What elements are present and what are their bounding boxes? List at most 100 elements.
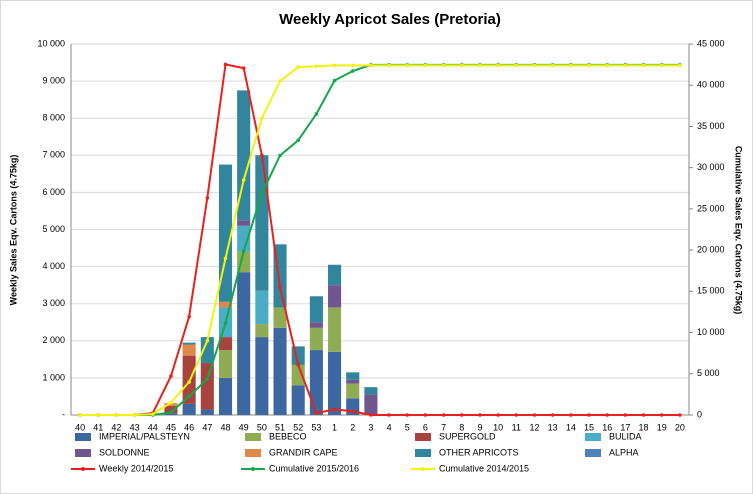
line-marker (423, 63, 428, 68)
bar-segment (364, 387, 378, 395)
y2-tick-label: 0 (697, 409, 702, 419)
y2-tick-label: 10 000 (697, 327, 725, 337)
line-marker (205, 339, 210, 343)
line-marker (496, 413, 500, 417)
legend-swatch (75, 449, 91, 457)
y-axis-title: Weekly Sales Eqv. Cartons (4.75kg) (8, 155, 18, 306)
line-marker (278, 153, 282, 158)
bar-segment (328, 307, 342, 352)
bar-segment (182, 342, 196, 345)
line-marker (623, 63, 628, 68)
y-tick-label: 4 000 (42, 261, 65, 271)
x-tick-label: 14 (566, 422, 576, 432)
bar-segment (200, 409, 214, 415)
legend-label: SUPERGOLD (439, 431, 496, 441)
y2-tick-label: 20 000 (697, 244, 725, 254)
x-tick-label: 7 (441, 422, 446, 432)
bar-segment (164, 405, 178, 414)
y2-tick-label: 15 000 (697, 286, 725, 296)
bar-segment (328, 285, 342, 308)
bar-segment (291, 364, 305, 386)
bar-segment (291, 385, 305, 415)
line-marker (478, 63, 482, 68)
line-marker (387, 413, 391, 417)
x-tick-label: 3 (368, 422, 373, 432)
line-marker (496, 63, 500, 68)
bar-segment (237, 225, 251, 252)
y2-tick-label: 45 000 (697, 38, 725, 48)
line-marker (332, 407, 337, 412)
legend-swatch (75, 433, 91, 441)
line-marker (532, 63, 537, 68)
legend-label: BEBECO (269, 431, 307, 441)
line-marker (641, 413, 646, 417)
line-marker (569, 413, 573, 417)
y-tick-label: 2 000 (42, 335, 65, 345)
line-marker (350, 69, 355, 73)
line-marker (659, 413, 664, 417)
x-tick-label: 19 (657, 422, 667, 432)
line-marker (405, 63, 410, 68)
line-marker (241, 178, 246, 182)
line (80, 63, 680, 416)
line-marker (169, 400, 173, 405)
line (80, 64, 680, 416)
line-marker (96, 413, 101, 417)
line-marker (296, 363, 301, 367)
line-marker (260, 153, 264, 158)
x-tick-label: 16 (602, 422, 612, 432)
bar-segment (255, 324, 269, 338)
line-marker (550, 413, 555, 417)
line-marker (260, 191, 264, 196)
legend-label: Cumulative 2014/2015 (439, 463, 529, 473)
y-tick-label: 8 000 (42, 113, 65, 123)
line-marker (587, 63, 591, 68)
x-tick-label: 12 (529, 422, 539, 432)
bar-segment (346, 383, 360, 399)
line-marker (478, 413, 482, 417)
line-marker (278, 79, 282, 83)
x-tick-label: 10 (493, 422, 503, 432)
line-marker (314, 64, 319, 69)
x-tick-label: 49 (239, 422, 249, 432)
bar-segment (309, 350, 323, 415)
legend-swatch (415, 449, 431, 457)
bar-segment (218, 337, 233, 351)
legend-swatch (415, 433, 431, 441)
line-marker (187, 380, 191, 384)
y2-tick-label: 25 000 (697, 203, 725, 213)
line-marker (641, 63, 646, 68)
line-marker (278, 285, 282, 289)
legend-label: Cumulative 2015/2016 (269, 463, 359, 473)
bar-segment (182, 403, 196, 415)
legend-label: ALPHA (609, 447, 639, 457)
x-tick-label: 1 (332, 422, 337, 432)
x-tick-label: 50 (257, 422, 267, 432)
line-marker (605, 413, 610, 417)
line-marker (332, 63, 337, 68)
y2-tick-label: 40 000 (697, 80, 725, 90)
bar-segment (218, 301, 233, 308)
x-tick-label: 43 (130, 422, 140, 432)
line-marker (405, 413, 410, 417)
bar-segment (346, 379, 360, 384)
x-tick-label: 17 (620, 422, 630, 432)
legend-label: BULIDA (609, 431, 642, 441)
y2-tick-label: 30 000 (697, 162, 725, 172)
line-marker (350, 63, 355, 68)
line-marker (223, 321, 228, 326)
legend-swatch (421, 467, 425, 471)
x-tick-label: 5 (405, 422, 410, 432)
x-tick-label: 15 (584, 422, 594, 432)
x-tick-label: 51 (275, 422, 285, 432)
bar-segment (364, 394, 378, 415)
legend-swatch (585, 433, 601, 441)
line-marker (423, 413, 428, 417)
line-marker (332, 78, 337, 83)
bar-segment (255, 337, 269, 415)
legend-label: SOLDONNE (99, 447, 150, 457)
legend-swatch (251, 467, 255, 471)
line-marker (187, 314, 191, 319)
y-tick-label: - (62, 409, 65, 419)
